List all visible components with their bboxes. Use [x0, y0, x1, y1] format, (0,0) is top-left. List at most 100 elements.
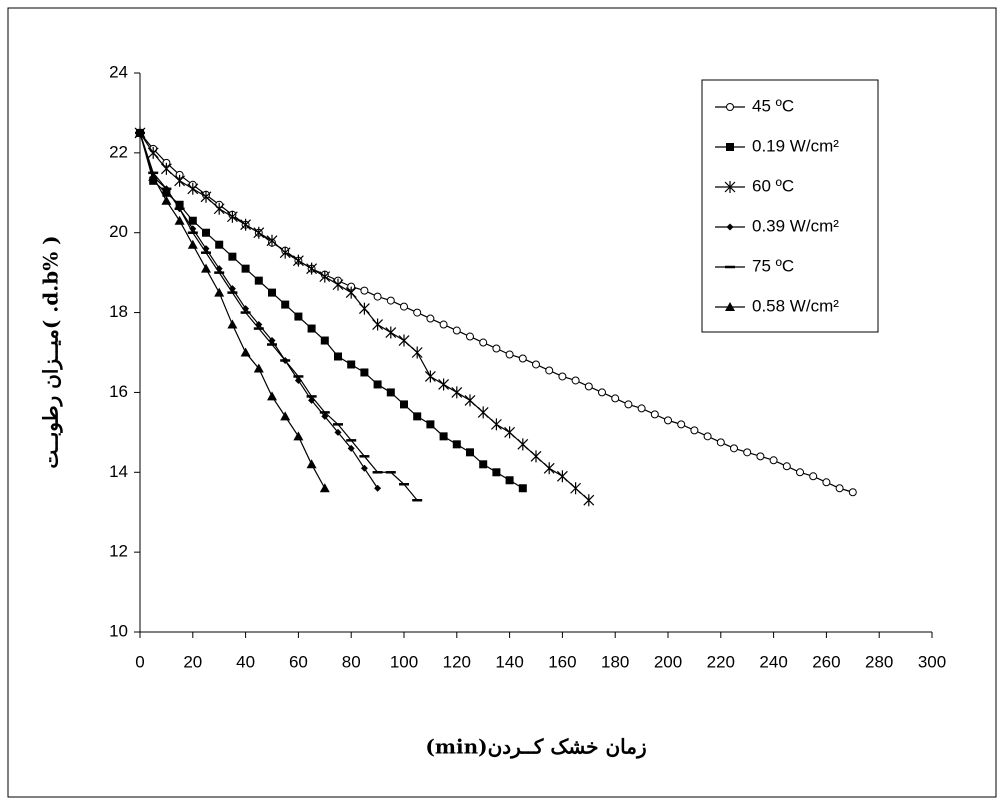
marker: [664, 416, 672, 425]
marker: [583, 494, 595, 507]
x-tick-label: 80: [342, 652, 361, 671]
marker: [347, 360, 356, 369]
marker: [518, 354, 527, 363]
marker: [411, 346, 423, 359]
marker: [424, 370, 436, 383]
marker: [334, 428, 342, 436]
marker: [769, 456, 778, 465]
marker: [570, 482, 582, 495]
x-tick-label: 160: [548, 652, 576, 671]
marker: [228, 252, 237, 261]
x-tick-label: 280: [865, 652, 893, 671]
marker: [148, 171, 159, 181]
marker: [598, 388, 606, 397]
marker: [292, 254, 304, 267]
marker: [479, 338, 488, 347]
marker: [743, 448, 752, 457]
marker: [530, 450, 542, 463]
x-tick-label: 240: [759, 652, 787, 671]
marker: [637, 404, 646, 413]
legend-label: 0.58 W/cm²: [752, 296, 839, 315]
marker: [227, 319, 238, 329]
y-tick-label: 16: [109, 382, 128, 401]
marker: [504, 426, 516, 439]
marker: [280, 411, 291, 421]
marker: [726, 143, 734, 151]
marker: [452, 440, 461, 449]
marker: [492, 468, 501, 477]
marker: [241, 264, 250, 273]
marker: [372, 318, 384, 331]
x-tick-label: 0: [135, 652, 144, 671]
marker: [215, 240, 224, 249]
marker: [281, 300, 290, 309]
marker: [558, 372, 567, 381]
marker: [240, 347, 251, 357]
marker: [332, 278, 344, 291]
marker: [466, 332, 474, 341]
marker: [809, 472, 818, 481]
marker: [413, 412, 422, 421]
y-tick-label: 12: [109, 542, 128, 561]
x-axis-label: زمان خشک کــردن(min): [425, 735, 646, 760]
marker: [334, 352, 342, 361]
marker: [160, 162, 172, 175]
y-tick-label: 18: [109, 302, 128, 321]
marker: [202, 228, 210, 237]
marker: [279, 246, 291, 259]
x-tick-label: 100: [390, 652, 418, 671]
marker: [756, 452, 765, 461]
marker: [267, 391, 277, 401]
x-tick-label: 40: [236, 652, 255, 671]
marker: [677, 420, 686, 429]
marker: [556, 470, 568, 483]
marker: [439, 432, 448, 441]
marker: [386, 388, 395, 397]
marker: [690, 426, 699, 435]
marker: [358, 302, 370, 315]
marker: [307, 324, 316, 333]
y-tick-label: 24: [109, 62, 128, 81]
marker: [398, 334, 410, 347]
marker: [439, 320, 448, 329]
marker: [135, 127, 145, 137]
marker: [796, 468, 804, 477]
legend-label: 0.39 W/cm²: [752, 216, 839, 235]
marker: [319, 270, 331, 283]
marker: [266, 234, 278, 247]
marker: [726, 223, 734, 231]
marker: [726, 103, 734, 111]
marker: [505, 350, 514, 359]
marker: [174, 174, 186, 187]
marker: [782, 462, 791, 471]
x-tick-label: 260: [812, 652, 840, 671]
legend-label: 45 ºC: [752, 96, 794, 115]
marker: [373, 380, 382, 389]
marker: [426, 314, 435, 323]
marker: [848, 488, 857, 497]
marker: [254, 276, 263, 285]
marker: [413, 308, 422, 317]
marker: [703, 432, 712, 441]
marker: [571, 376, 580, 385]
marker: [360, 286, 369, 295]
x-tick-label: 20: [183, 652, 202, 671]
marker: [293, 431, 304, 441]
marker: [240, 218, 252, 231]
marker: [373, 292, 382, 301]
legend-label: 75 ºC: [752, 256, 794, 275]
marker: [724, 181, 736, 193]
marker: [187, 239, 198, 249]
marker: [466, 448, 474, 457]
marker: [253, 226, 265, 239]
marker: [492, 344, 501, 353]
marker: [226, 210, 238, 223]
series-line: [139, 132, 418, 501]
marker: [294, 312, 303, 321]
marker: [518, 484, 527, 493]
marker: [188, 216, 197, 225]
x-tick-label: 140: [495, 652, 523, 671]
marker: [174, 215, 185, 225]
x-tick-label: 180: [601, 652, 629, 671]
